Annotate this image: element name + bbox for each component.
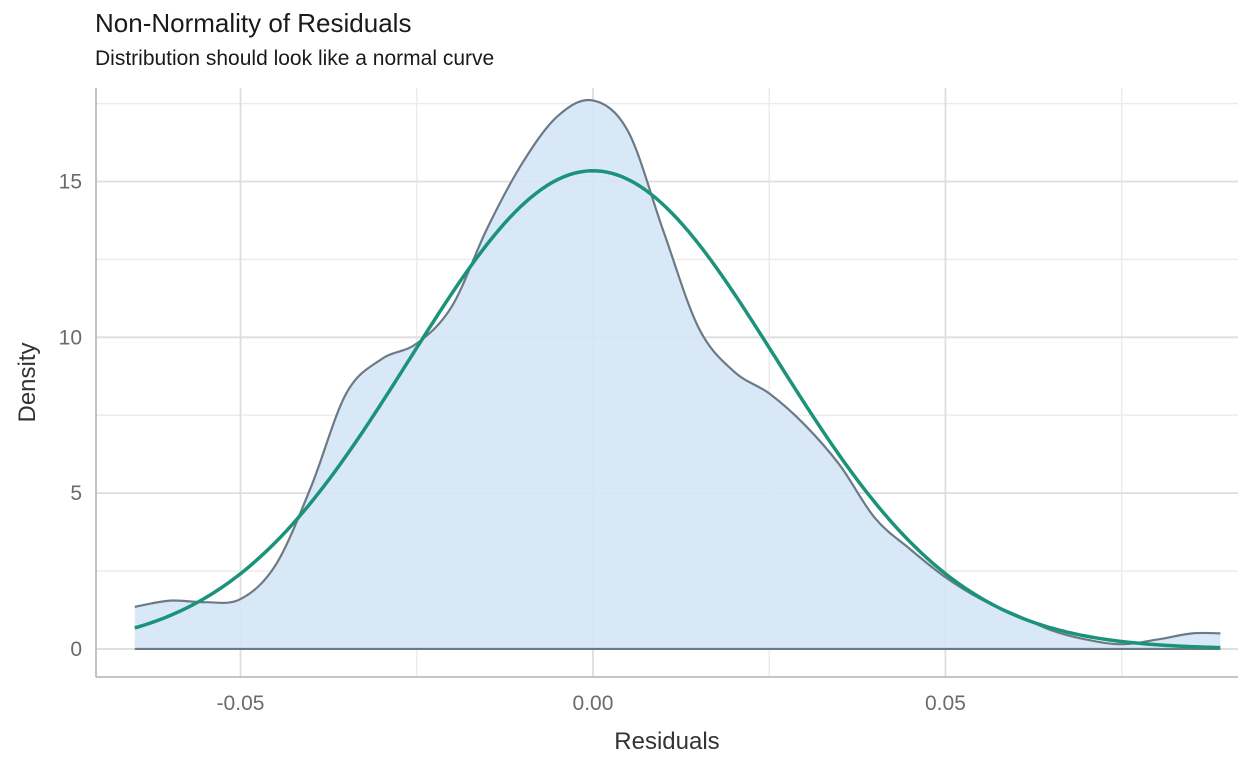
x-tick-label: 0.00 (573, 692, 614, 715)
y-tick-label: 5 (70, 482, 82, 505)
y-axis-ticks: 0 5 10 15 (59, 170, 82, 660)
x-axis-title: Residuals (614, 728, 719, 755)
y-tick-label: 0 (70, 638, 82, 661)
x-tick-label: -0.05 (217, 692, 265, 715)
chart-title: Non-Normality of Residuals (95, 8, 412, 38)
chart-subtitle: Distribution should look like a normal c… (95, 47, 495, 70)
y-axis-title: Density (14, 342, 41, 422)
y-tick-label: 10 (59, 326, 82, 349)
density-area (134, 99, 1221, 649)
y-tick-label: 15 (59, 170, 82, 193)
normal-curve-line (134, 169, 1221, 650)
x-tick-label: 0.05 (925, 692, 966, 715)
x-axis-ticks: -0.05 0.00 0.05 (217, 692, 966, 715)
